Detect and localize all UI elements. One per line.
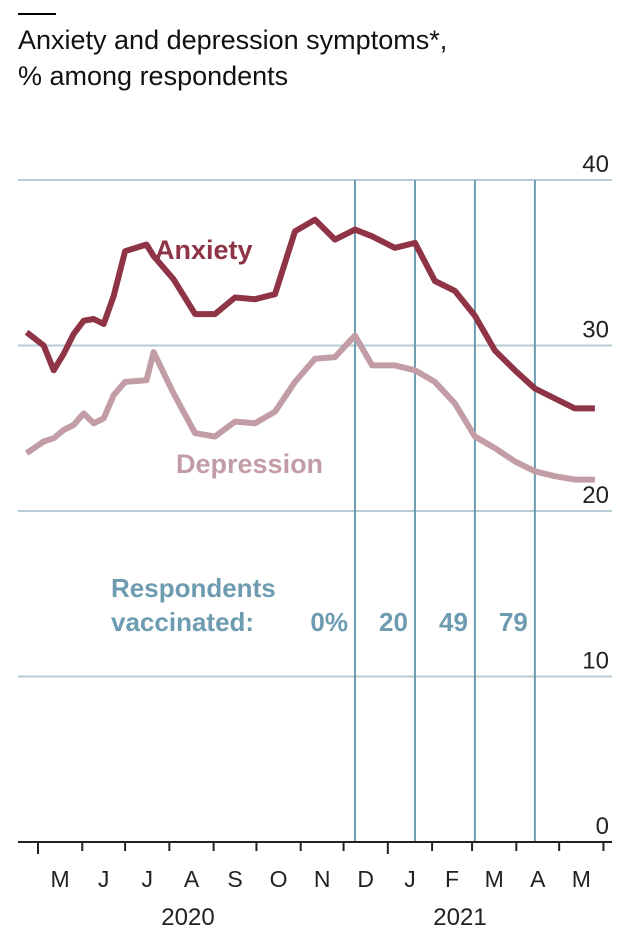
chart-title: Anxiety and depression symptoms*, % amon… xyxy=(18,22,618,94)
x-tick-label-1: J xyxy=(98,866,110,892)
title-rule xyxy=(18,13,56,15)
series-label-anxiety: Anxiety xyxy=(155,235,253,265)
year-label-2020: 2020 xyxy=(161,904,214,931)
vaccination-markers: 0% 20 49 79 xyxy=(310,180,536,842)
y-tick-label-20: 20 xyxy=(582,482,609,509)
y-tick-label-40: 40 xyxy=(582,151,609,178)
x-tick-label-12: M xyxy=(572,866,591,892)
chart-title-line-1: Anxiety and depression symptoms*, xyxy=(18,25,448,55)
vaccinated-header-line-2: vaccinated: xyxy=(111,607,254,637)
y-axis-ticks: 0 10 20 30 40 xyxy=(582,151,609,840)
x-tick-label-10: M xyxy=(485,866,504,892)
y-tick-label-0: 0 xyxy=(596,813,609,840)
vaccination-label-1: 20 xyxy=(379,607,408,637)
x-tick-label-0: M xyxy=(51,866,70,892)
y-tick-label-10: 10 xyxy=(582,648,609,675)
y-tick-label-30: 30 xyxy=(582,317,609,344)
x-tick-label-9: F xyxy=(445,866,459,892)
vaccination-label-3: 79 xyxy=(499,607,528,637)
series-label-depression: Depression xyxy=(176,449,323,479)
annotations: Respondents vaccinated: Anxiety Depression xyxy=(111,235,323,637)
series-line-anxiety xyxy=(24,216,595,412)
x-tick-label-3: A xyxy=(184,866,200,892)
vaccination-label-2: 49 xyxy=(439,607,468,637)
vaccination-label-0: 0% xyxy=(310,607,348,637)
chart-title-line-2: % among respondents xyxy=(18,61,289,91)
vaccinated-header-line-1: Respondents xyxy=(111,573,276,603)
x-tick-label-11: A xyxy=(530,866,546,892)
x-tick-label-6: N xyxy=(314,866,331,892)
x-tick-label-7: D xyxy=(357,866,374,892)
gridlines xyxy=(18,179,612,678)
data-series xyxy=(24,216,595,483)
x-tick-label-8: J xyxy=(404,866,416,892)
year-label-2021: 2021 xyxy=(433,904,486,931)
x-tick-label-2: J xyxy=(141,866,153,892)
x-tick-label-5: O xyxy=(270,866,288,892)
series-line-depression xyxy=(24,332,595,483)
x-tick-label-4: S xyxy=(227,866,242,892)
